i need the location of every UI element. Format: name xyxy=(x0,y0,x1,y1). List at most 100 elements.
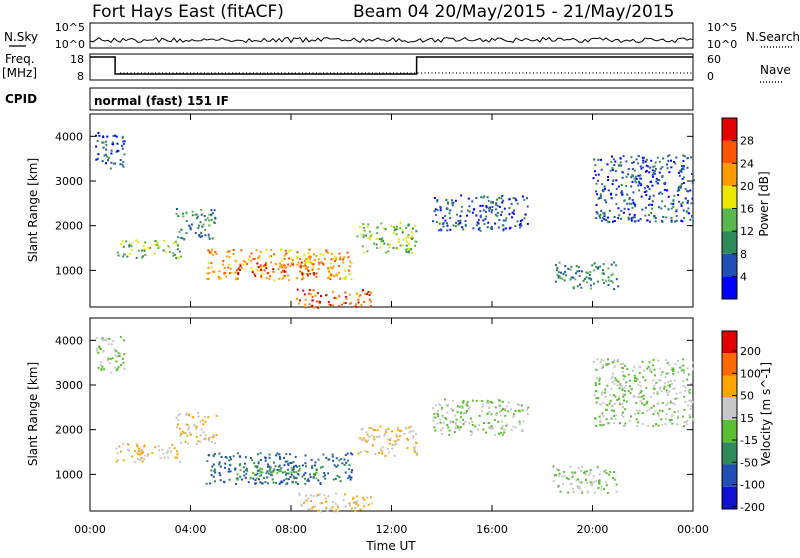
echo-cell xyxy=(116,142,119,145)
echo-cell xyxy=(622,415,625,418)
echo-cell xyxy=(606,163,609,166)
echo-cell xyxy=(414,244,416,247)
echo-cell xyxy=(304,268,307,271)
echo-cell xyxy=(641,360,644,363)
echo-cell xyxy=(466,404,469,407)
echo-cell xyxy=(598,379,601,382)
echo-cell xyxy=(658,171,661,174)
echo-cell xyxy=(615,278,618,281)
echo-cell xyxy=(344,291,347,294)
echo-cell xyxy=(667,372,670,375)
echo-cell xyxy=(618,387,621,390)
noise-line xyxy=(89,36,694,44)
echo-cell xyxy=(668,171,671,174)
colorbar-swatch xyxy=(722,253,737,277)
echo-cell xyxy=(351,469,354,472)
echo-cell xyxy=(660,390,663,393)
echo-cell xyxy=(611,404,614,407)
echo-cell xyxy=(273,468,276,471)
echo-cell xyxy=(658,409,661,412)
echo-cell xyxy=(483,422,485,424)
echo-cell xyxy=(388,246,391,249)
echo-cell xyxy=(627,216,630,219)
echo-cell xyxy=(667,393,669,396)
echo-cell xyxy=(339,480,342,483)
echo-cell xyxy=(452,224,455,227)
echo-cell xyxy=(122,361,125,364)
echo-cell xyxy=(154,446,157,449)
echo-cell xyxy=(137,241,140,244)
echo-cell xyxy=(681,177,684,180)
echo-cell xyxy=(628,419,631,422)
echo-cell xyxy=(325,506,328,509)
echo-cell xyxy=(407,438,409,441)
echo-cell xyxy=(195,425,198,428)
echo-cell xyxy=(108,338,111,340)
echo-cell xyxy=(278,456,281,458)
echo-cell xyxy=(570,483,573,486)
echo-cell xyxy=(126,255,129,258)
echo-cell xyxy=(649,220,651,223)
echo-cell xyxy=(328,458,331,461)
echo-cell xyxy=(467,408,470,410)
echo-cell xyxy=(324,477,327,480)
echo-cell xyxy=(327,300,330,303)
echo-cell xyxy=(296,263,299,266)
echo-cell xyxy=(112,340,115,343)
echo-cell xyxy=(654,172,656,175)
echo-cell xyxy=(491,206,494,208)
echo-cell xyxy=(106,155,109,158)
echo-cell xyxy=(623,199,626,202)
echo-cell xyxy=(226,250,229,253)
echo-cell xyxy=(577,478,580,481)
echo-cell xyxy=(485,206,488,209)
echo-cell xyxy=(692,361,695,364)
echo-cell xyxy=(464,412,467,414)
echo-cell xyxy=(332,265,335,268)
echo-cell xyxy=(411,237,414,239)
echo-cell xyxy=(175,426,178,429)
echo-cell xyxy=(111,357,114,360)
echo-cell xyxy=(121,147,124,150)
echo-cell xyxy=(486,196,489,199)
echo-cell xyxy=(674,220,676,223)
echo-cell xyxy=(587,474,590,477)
echo-cell xyxy=(208,219,211,222)
echo-cell xyxy=(185,219,188,222)
echo-cell xyxy=(267,463,269,466)
echo-cell xyxy=(179,435,182,437)
echo-cell xyxy=(597,179,599,182)
echo-cell xyxy=(218,270,221,273)
echo-cell xyxy=(434,429,437,432)
echo-cell xyxy=(121,357,124,360)
echo-cell xyxy=(121,144,123,147)
echo-cell xyxy=(122,140,125,143)
echo-cell xyxy=(601,279,604,281)
echo-cell xyxy=(620,164,623,167)
echo-cell xyxy=(294,455,297,458)
echo-cell xyxy=(672,369,675,372)
echo-cell xyxy=(177,244,179,247)
echo-cell xyxy=(604,199,607,202)
echo-cell xyxy=(297,261,300,264)
echo-cell xyxy=(675,392,678,395)
echo-cell xyxy=(644,170,647,173)
echo-cell xyxy=(264,457,267,460)
echo-cell xyxy=(606,216,609,219)
echo-cell xyxy=(656,156,659,159)
echo-cell xyxy=(666,391,669,394)
echo-cell xyxy=(459,421,462,424)
echo-cell xyxy=(376,232,379,235)
echo-cell xyxy=(610,417,613,420)
echo-cell xyxy=(439,205,442,208)
echo-cell xyxy=(285,473,287,476)
echo-cell xyxy=(339,258,342,261)
echo-cell xyxy=(330,252,333,255)
echo-cell xyxy=(141,460,144,463)
echo-cell xyxy=(652,413,655,415)
echo-cell xyxy=(613,164,616,166)
echo-cell xyxy=(615,490,618,493)
echo-cell xyxy=(633,379,636,382)
echo-cell xyxy=(461,405,464,407)
echo-cell xyxy=(133,460,136,463)
